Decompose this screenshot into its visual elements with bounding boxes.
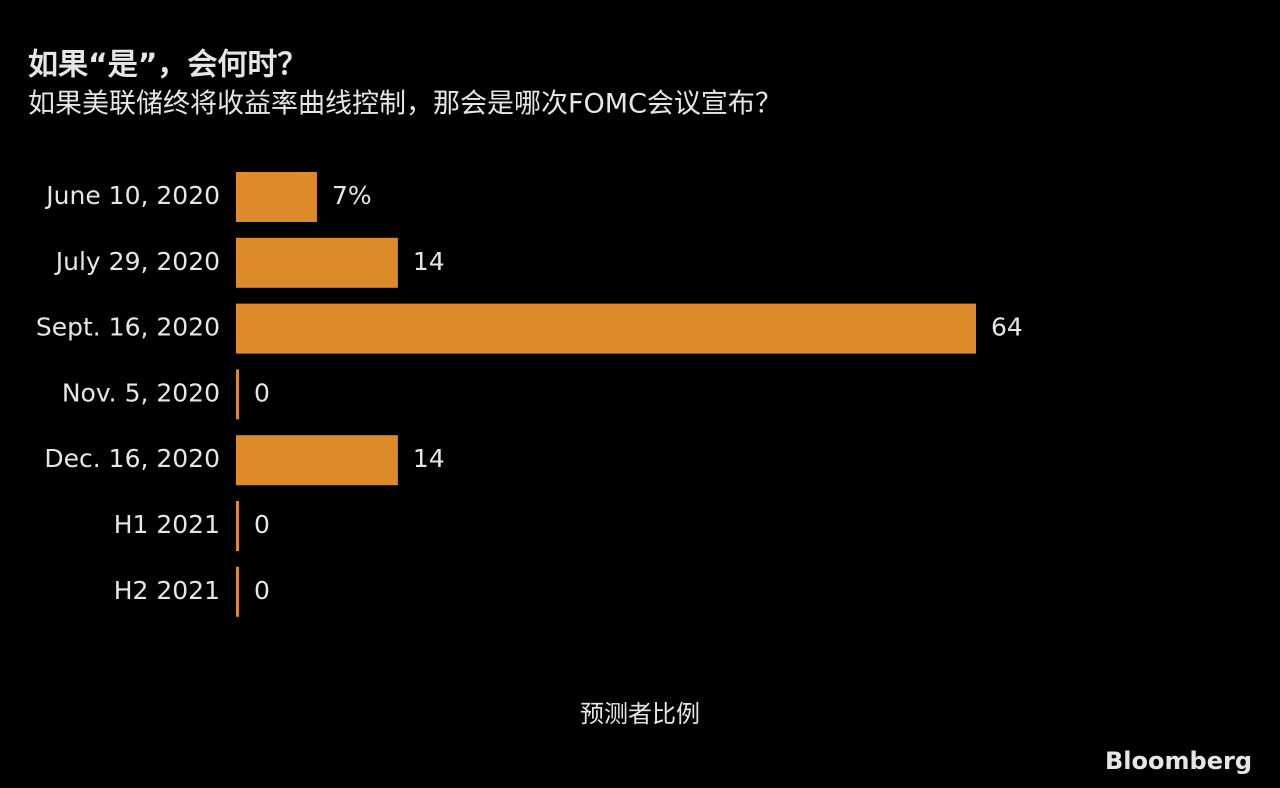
data-label: 14 [413,247,445,276]
y-tick-label: H2 2021 [114,576,220,605]
bar [236,303,976,354]
data-label: 7% [332,181,372,210]
y-tick-label: Nov. 5, 2020 [62,378,220,407]
bar [236,172,317,222]
data-label: 0 [254,510,270,539]
y-tick-label: Dec. 16, 2020 [44,444,220,473]
data-label: 14 [413,444,445,473]
data-label: 64 [991,313,1023,342]
bar [236,237,398,288]
x-axis-label: 预测者比例 [580,700,700,728]
data-label: 0 [254,378,270,407]
chart-title: 如果“是”，会何时？ [28,48,307,83]
y-tick-label: Sept. 16, 2020 [36,313,220,342]
chart-subtitle: 如果美联储终将收益率曲线控制，那会是哪次FOMC会议宣布？ [28,89,782,120]
bar [236,369,239,420]
bar [236,566,239,617]
source: Bloomberg [1105,747,1252,775]
bar [236,435,398,486]
y-tick-label: July 29, 2020 [54,247,220,276]
y-tick-label: June 10, 2020 [44,181,220,210]
bar [236,501,239,551]
data-label: 0 [254,576,270,605]
y-tick-label: H1 2021 [114,510,220,539]
